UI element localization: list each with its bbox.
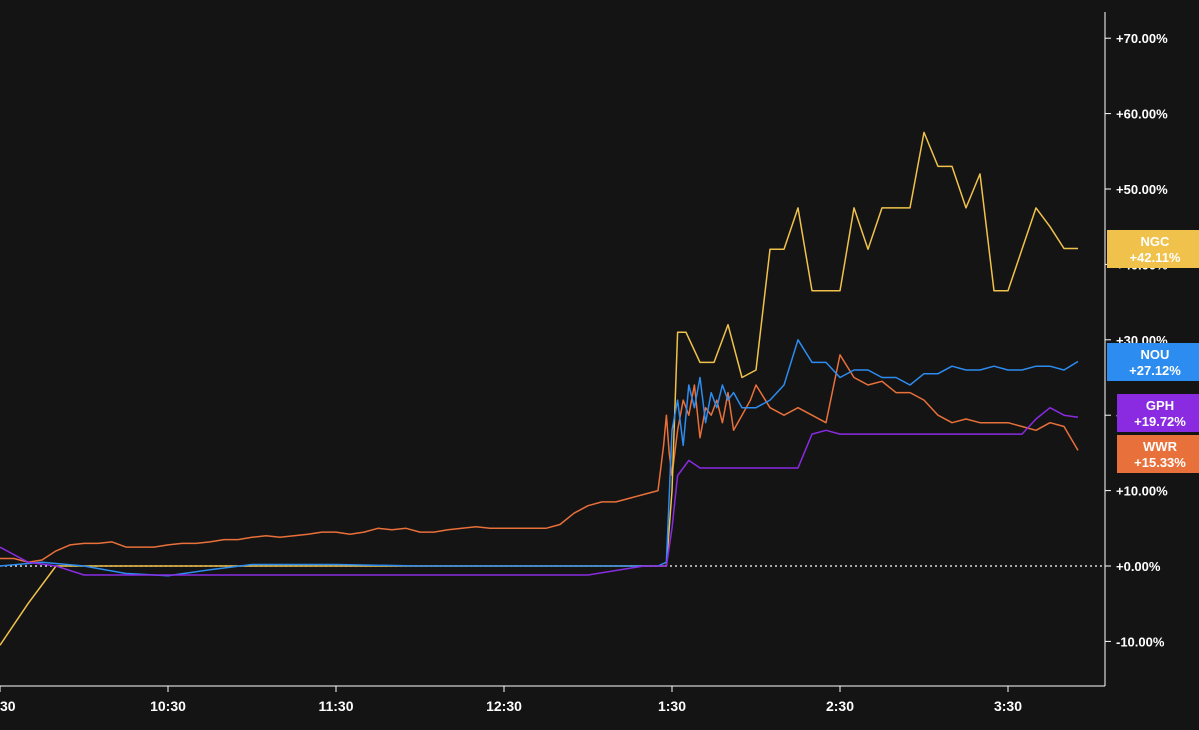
badge-ticker: NGC: [1141, 234, 1171, 249]
badge-background: [1107, 343, 1199, 381]
x-tick-label: 12:30: [486, 698, 522, 714]
series-line-gph: [0, 406, 1079, 576]
badge-background: [1117, 394, 1199, 432]
series-line-wwr: [0, 354, 1079, 563]
badge-ticker: NOU: [1141, 347, 1170, 362]
y-tick-label: +0.00%: [1116, 559, 1161, 574]
y-tick-label: +60.00%: [1116, 107, 1168, 122]
x-tick-label: 1:30: [658, 698, 686, 714]
badge-value: +42.11%: [1130, 250, 1181, 265]
x-tick-label: 10:30: [150, 698, 186, 714]
x-tick-label: 3:30: [994, 698, 1022, 714]
badge-background: [1107, 230, 1199, 268]
badge-ticker: WWR: [1143, 439, 1178, 454]
axes: [0, 12, 1106, 687]
badge-value: +19.72%: [1134, 414, 1186, 429]
series-line-nou: [0, 339, 1079, 577]
badge-ngc: NGC+42.11%: [1107, 230, 1199, 268]
badge-ticker: GPH: [1146, 398, 1174, 413]
x-tick-label: 11:30: [318, 698, 353, 714]
x-ticks: 30 10:30 11:30 12:30 1:30 2:30 3:30: [0, 686, 1022, 714]
badge-background: [1117, 435, 1199, 473]
series-line-ngc: [0, 131, 1078, 646]
x-tick-label: 2:30: [826, 698, 854, 714]
y-tick-label: +70.00%: [1116, 31, 1168, 46]
y-tick-label: +50.00%: [1116, 182, 1168, 197]
badge-wwr: WWR+15.33%: [1117, 435, 1199, 473]
y-tick-label: -10.00%: [1116, 634, 1165, 649]
badge-value: +27.12%: [1129, 363, 1181, 378]
badge-value: +15.33%: [1134, 455, 1186, 470]
last-value-badges: NGC+42.11%NOU+27.12%GPH+19.72%WWR+15.33%: [1107, 230, 1199, 473]
badge-nou: NOU+27.12%: [1107, 343, 1199, 381]
x-tick-label: 30: [0, 698, 16, 714]
y-tick-label: +10.00%: [1116, 484, 1168, 499]
series-lines: [0, 131, 1079, 646]
badge-gph: GPH+19.72%: [1117, 394, 1199, 432]
